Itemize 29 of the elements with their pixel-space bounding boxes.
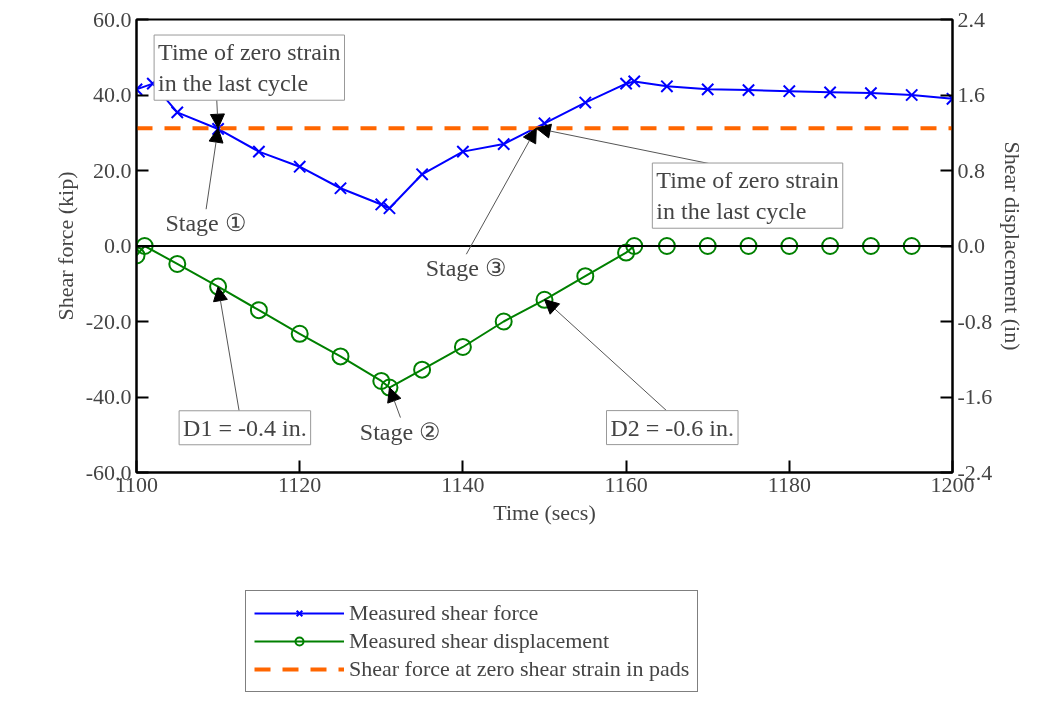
annotation: D1 = -0.4 in. bbox=[183, 414, 307, 441]
annotation: D2 = -0.6 in. bbox=[610, 414, 735, 441]
x-tick-label: 1140 bbox=[441, 471, 485, 497]
y-tick-label: 20.0 bbox=[93, 157, 132, 183]
annotation: Time of zero strain in the last cycle bbox=[158, 39, 341, 97]
annotation: Time of zero strain in the last cycle bbox=[656, 167, 839, 225]
y2-tick-label: 0.8 bbox=[957, 157, 985, 183]
y2-tick-label: -1.6 bbox=[957, 384, 993, 409]
x-tick-label: 1180 bbox=[767, 471, 811, 497]
y-tick-label: 40.0 bbox=[93, 82, 132, 107]
x-tick-label: 1160 bbox=[604, 471, 648, 497]
y2-tick-label: -0.8 bbox=[957, 308, 993, 334]
y-tick-label: 0.0 bbox=[104, 233, 132, 258]
legend-label: Measured shear displacement bbox=[349, 627, 610, 655]
y-axis-title: Shear force (kip) bbox=[52, 171, 78, 321]
x-axis-title: Time (secs) bbox=[493, 499, 596, 525]
y2-axis-title: Shear displacement (in) bbox=[1000, 141, 1026, 351]
y2-tick-label: 1.6 bbox=[957, 82, 985, 107]
y-tick-label: 60.0 bbox=[93, 6, 132, 32]
y2-tick-label: 0.0 bbox=[957, 233, 985, 258]
x-tick-label: 1120 bbox=[278, 471, 322, 497]
y-tick-label: -20.0 bbox=[85, 308, 132, 334]
legend-label: Shear force at zero shear strain in pads bbox=[349, 655, 690, 683]
annotation: Stage ① bbox=[165, 210, 247, 237]
annotation: Stage ② bbox=[359, 418, 442, 445]
annotation: Stage ③ bbox=[425, 255, 508, 282]
y2-tick-label: 2.4 bbox=[957, 6, 985, 32]
y-tick-label: -40.0 bbox=[85, 384, 132, 409]
legend-label: Measured shear force bbox=[349, 599, 539, 627]
